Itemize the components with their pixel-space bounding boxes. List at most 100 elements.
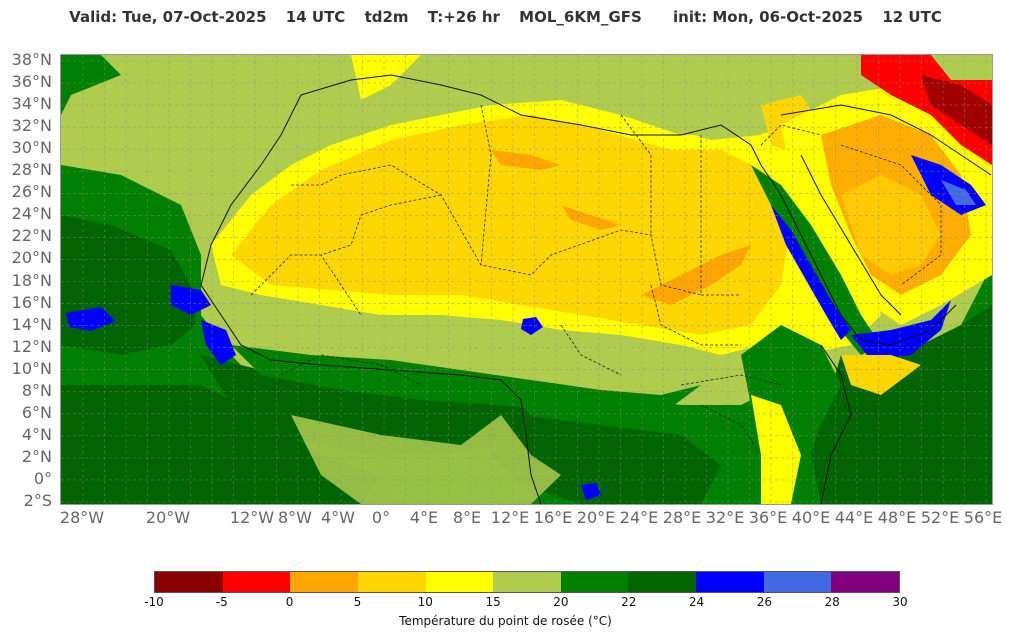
lon-tick-label: 52°E — [920, 508, 960, 527]
lon-tick-label: 40°E — [791, 508, 831, 527]
colorbar-segment — [493, 572, 561, 592]
colorbar-tick-label: 5 — [353, 595, 362, 609]
senegal-blue — [171, 285, 211, 315]
colorbar-title: Température du point de rosée (°C) — [399, 614, 612, 628]
colorbar — [154, 571, 900, 593]
map-title: Valid: Tue, 07-Oct-2025 14 UTC td2m T:+2… — [0, 8, 1011, 26]
lat-tick-label: 28°N — [11, 160, 52, 180]
colorbar-tick-label: 26 — [756, 595, 772, 609]
lat-tick-label: 32°N — [11, 116, 52, 136]
lake-chad-blue — [521, 317, 543, 335]
lat-tick-label: 0° — [33, 468, 52, 488]
valid-date: Valid: Tue, 07-Oct-2025 — [69, 8, 267, 26]
lon-tick-label: 12°E — [490, 508, 530, 527]
lon-tick-label: 28°W — [59, 508, 105, 527]
colorbar-segment — [290, 572, 358, 592]
lower-atlantic-dark — [61, 385, 381, 504]
colorbar-tick-label: -5 — [215, 595, 228, 609]
lat-tick-label: 20°N — [11, 248, 52, 268]
colorbar-tick-label: 22 — [621, 595, 637, 609]
lon-tick-label: 0° — [371, 508, 391, 527]
lon-tick-label: 12°W — [229, 508, 275, 527]
colorbar-tick-label: 30 — [892, 595, 908, 609]
init-date: init: Mon, 06-Oct-2025 — [673, 8, 864, 26]
colorbar-segment — [763, 572, 832, 592]
east-africa-yellow — [751, 395, 801, 504]
iran-dark-red — [921, 75, 992, 145]
guinea-blue — [201, 320, 236, 365]
lon-tick-label: 4°E — [409, 508, 439, 527]
lon-tick-label: 44°E — [834, 508, 874, 527]
dewpoint-map — [60, 54, 993, 505]
coastlines — [200, 74, 992, 504]
lat-tick-label: 16°N — [11, 292, 52, 312]
lead-time: T:+26 hr — [427, 8, 500, 26]
lat-tick-label: 14°N — [11, 314, 52, 334]
colorbar-segment — [628, 572, 697, 592]
colorbar-segment — [357, 572, 426, 592]
dry-streak-libya — [491, 150, 561, 170]
congo-blue-speck — [581, 483, 601, 500]
lon-tick-label: 20°E — [576, 508, 616, 527]
somalia-gold — [841, 355, 921, 395]
colorbar-tick-label: 28 — [824, 595, 840, 609]
dry-streak-egypt — [561, 205, 621, 230]
colorbar-segment — [222, 572, 291, 592]
lon-tick-label: 28°E — [662, 508, 702, 527]
lon-tick-label: 32°E — [705, 508, 745, 527]
country-borders — [250, 104, 942, 456]
lon-tick-label: 16°E — [533, 508, 573, 527]
lat-tick-label: 8°N — [21, 380, 52, 400]
lon-tick-label: 20°W — [145, 508, 191, 527]
red-sea-blue — [771, 205, 851, 340]
init-hour: 12 UTC — [882, 8, 942, 26]
colorbar-tick-label: 24 — [688, 595, 705, 609]
atlantic-blue-speck — [66, 307, 116, 331]
lon-tick-label: 36°E — [748, 508, 788, 527]
lat-tick-label: 18°N — [11, 270, 52, 290]
lat-tick-label: 12°N — [11, 336, 52, 356]
lat-tick-label: 2°S — [23, 491, 52, 510]
sahel-light-green — [221, 295, 801, 405]
colorbar-segment — [560, 572, 629, 592]
lat-tick-label: 34°N — [11, 94, 52, 114]
dry-streak-chad — [641, 245, 751, 305]
colorbar-tick-label: 15 — [485, 595, 501, 609]
lon-tick-label: 8°W — [278, 508, 312, 527]
lat-tick-label: 6°N — [21, 402, 52, 422]
colorbar-segment — [831, 572, 900, 592]
light-green-band — [291, 415, 561, 504]
lat-tick-label: 10°N — [11, 358, 52, 378]
colorbar-tick-label: 0 — [285, 595, 294, 609]
valid-hour: 14 UTC — [285, 8, 346, 26]
colorbar-segment — [155, 572, 223, 592]
gulf-aden — [851, 300, 951, 360]
persian-gulf-royal — [941, 180, 976, 205]
lat-tick-label: 30°N — [11, 138, 52, 158]
colorbar-tick-label: -10 — [144, 595, 164, 609]
indian-ocean-dark — [811, 305, 992, 504]
colorbar-segment — [696, 572, 764, 592]
lat-tick-label: 26°N — [11, 182, 52, 202]
graticule — [61, 55, 992, 504]
lon-tick-label: 24°E — [619, 508, 659, 527]
atlantic-humid-zone — [61, 55, 121, 115]
lat-tick-label: 36°N — [11, 72, 52, 92]
lon-tick-label: 56°E — [963, 508, 1003, 527]
red-sea — [751, 165, 881, 355]
mediterranean-band — [291, 55, 801, 140]
lat-tick-label: 38°N — [11, 50, 52, 69]
map-canvas — [61, 55, 992, 504]
iran-green — [931, 55, 992, 80]
lat-tick-label: 2°N — [21, 446, 52, 466]
iran-red — [861, 55, 992, 165]
lat-tick-label: 24°N — [11, 204, 52, 224]
colorbar-segment — [425, 572, 494, 592]
lon-tick-label: 4°W — [321, 508, 355, 527]
lon-tick-label: 8°E — [452, 508, 482, 527]
lat-tick-label: 4°N — [21, 424, 52, 444]
colorbar-tick-label: 10 — [417, 595, 433, 609]
lat-tick-label: 22°N — [11, 226, 52, 246]
parameter: td2m — [364, 8, 409, 26]
sahel-green — [231, 345, 701, 415]
